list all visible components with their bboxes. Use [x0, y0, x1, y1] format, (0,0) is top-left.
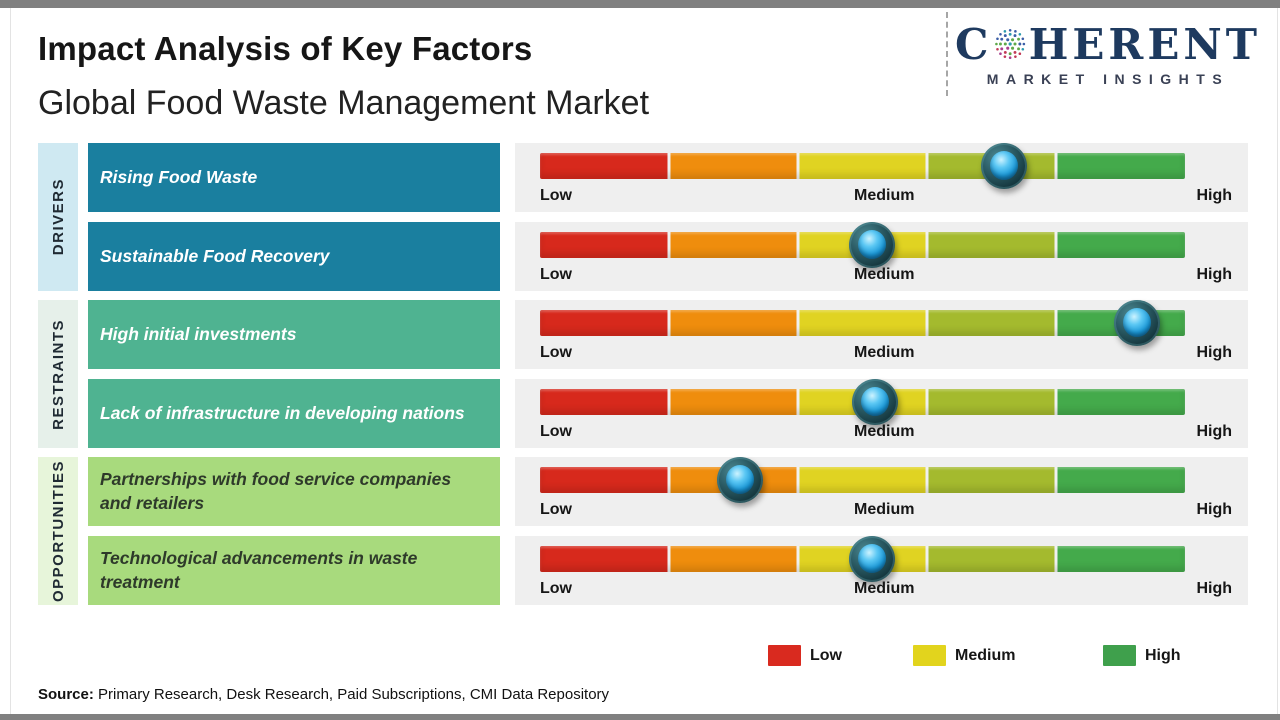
section-drivers: DRIVERS Rising Food Waste Low Medium Hig…	[38, 143, 1248, 291]
impact-scale-panel: Low Medium High	[515, 300, 1248, 369]
tick-medium: Medium	[854, 580, 915, 597]
bottom-border-strip	[0, 714, 1280, 720]
factor-box: Rising Food Waste	[88, 143, 500, 212]
factor-label: Sustainable Food Recovery	[100, 245, 330, 266]
left-slide-edge	[10, 8, 11, 714]
factor-row: Sustainable Food Recovery Low Medium Hig…	[38, 222, 1248, 291]
globe-dots-icon	[995, 28, 1026, 60]
category-column-restraints: RESTRAINTS	[38, 300, 78, 448]
factor-label: Technological advancements in waste trea…	[100, 548, 418, 592]
logo-divider	[946, 12, 948, 96]
source-line: Source: Primary Research, Desk Research,…	[38, 686, 609, 703]
impact-marker[interactable]	[716, 457, 763, 503]
tick-low: Low	[540, 501, 572, 518]
factor-row: Lack of infrastructure in developing nat…	[38, 379, 1248, 448]
legend-item-high: High	[1103, 645, 1181, 666]
factor-label: Lack of infrastructure in developing nat…	[100, 402, 465, 423]
impact-scale-panel: Low Medium High	[515, 143, 1248, 212]
legend-label-low: Low	[810, 646, 842, 664]
page-subtitle: Global Food Waste Management Market	[38, 84, 650, 122]
brand-name-suffix: HERENT	[1028, 20, 1261, 69]
tick-high: High	[1196, 501, 1232, 518]
legend-item-low: Low	[768, 645, 842, 666]
brand-tagline: MARKET INSIGHTS	[986, 71, 1230, 87]
tick-low: Low	[540, 344, 572, 361]
factor-label: Partnerships with food service companies…	[100, 469, 452, 513]
tick-medium: Medium	[854, 423, 915, 440]
tick-medium: Medium	[854, 344, 915, 361]
legend-label-high: High	[1145, 646, 1181, 664]
section-opportunities: OPPORTUNITIES Partnerships with food ser…	[38, 457, 1248, 605]
legend-swatch-low	[768, 645, 801, 666]
brand-name-prefix: C	[955, 20, 993, 69]
tick-high: High	[1196, 266, 1232, 283]
impact-marker[interactable]	[849, 222, 896, 268]
impact-marker[interactable]	[981, 143, 1028, 189]
factor-row: High initial investments Low Medium High	[38, 300, 1248, 369]
tick-high: High	[1196, 344, 1232, 361]
tick-medium: Medium	[854, 266, 915, 283]
brand-logo: C HERENT	[955, 24, 1261, 88]
tick-high: High	[1196, 580, 1232, 597]
brand-name: C HERENT	[955, 24, 1261, 66]
tick-medium: Medium	[854, 187, 915, 204]
source-text: Primary Research, Desk Research, Paid Su…	[93, 686, 610, 703]
impact-scale-panel: Low Medium High	[515, 536, 1248, 605]
tick-medium: Medium	[854, 501, 915, 518]
tick-high: High	[1196, 423, 1232, 440]
legend-item-medium: Medium	[913, 645, 1015, 666]
factor-label: High initial investments	[100, 323, 297, 344]
scale-ticks: Low Medium High	[540, 344, 1232, 362]
top-border-strip	[0, 0, 1280, 8]
impact-bar	[540, 467, 1185, 493]
page-title: Impact Analysis of Key Factors	[38, 30, 533, 67]
factor-box: Technological advancements in waste trea…	[88, 536, 500, 605]
tick-low: Low	[540, 266, 572, 283]
tick-low: Low	[540, 423, 572, 440]
scale-ticks: Low Medium High	[540, 501, 1232, 519]
category-column-opportunities: OPPORTUNITIES	[38, 457, 78, 605]
scale-ticks: Low Medium High	[540, 423, 1232, 441]
factor-box: Lack of infrastructure in developing nat…	[88, 379, 500, 448]
factor-row: Rising Food Waste Low Medium High	[38, 143, 1248, 212]
impact-scale-panel: Low Medium High	[515, 379, 1248, 448]
impact-scale-panel: Low Medium High	[515, 222, 1248, 291]
factor-box: High initial investments	[88, 300, 500, 369]
scale-ticks: Low Medium High	[540, 580, 1232, 598]
tick-low: Low	[540, 580, 572, 597]
right-slide-edge	[1277, 8, 1278, 714]
scale-ticks: Low Medium High	[540, 187, 1232, 205]
section-restraints: RESTRAINTS High initial investments Low …	[38, 300, 1248, 448]
factor-box: Sustainable Food Recovery	[88, 222, 500, 291]
scale-ticks: Low Medium High	[540, 266, 1232, 284]
factor-box: Partnerships with food service companies…	[88, 457, 500, 526]
legend-swatch-high	[1103, 645, 1136, 666]
impact-bar	[540, 153, 1185, 179]
tick-low: Low	[540, 187, 572, 204]
impact-marker[interactable]	[852, 379, 899, 425]
impact-marker[interactable]	[1113, 300, 1160, 346]
factor-row: Technological advancements in waste trea…	[38, 536, 1248, 605]
factor-label: Rising Food Waste	[100, 166, 258, 187]
impact-marker[interactable]	[849, 536, 896, 582]
impact-scale-panel: Low Medium High	[515, 457, 1248, 526]
factor-row: Partnerships with food service companies…	[38, 457, 1248, 526]
source-prefix: Source:	[38, 686, 94, 703]
tick-high: High	[1196, 187, 1232, 204]
impact-bar	[540, 310, 1185, 336]
legend-swatch-medium	[913, 645, 946, 666]
category-column-drivers: DRIVERS	[38, 143, 78, 291]
legend-label-medium: Medium	[955, 646, 1016, 664]
